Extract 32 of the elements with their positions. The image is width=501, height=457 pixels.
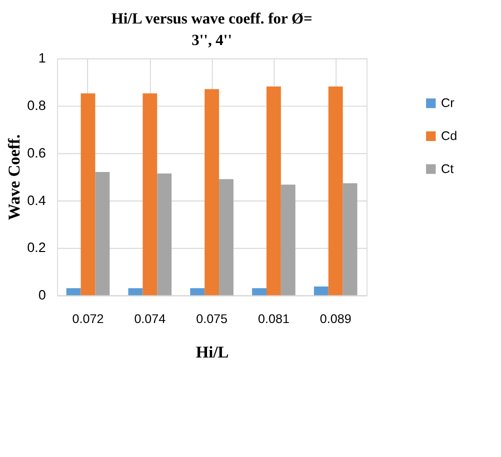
x-tick-label: 0.074 [134, 312, 166, 326]
bar [190, 288, 205, 296]
x-tick-label: 0.089 [320, 312, 352, 326]
y-tick-label: 0.6 [27, 145, 46, 160]
legend-label: Cr [441, 96, 454, 110]
legend-label: Ct [441, 162, 454, 176]
bar [219, 179, 234, 296]
bar [142, 93, 158, 296]
y-tick-label: 0.4 [27, 192, 46, 208]
x-axis-title: Hi/L [196, 342, 229, 362]
bar [66, 288, 81, 296]
bar [80, 93, 96, 296]
y-tick-label: 0 [38, 288, 46, 303]
y-axis-title: Wave Coeff. [4, 134, 24, 220]
bar [328, 86, 343, 296]
bar [157, 173, 172, 296]
y-tick-label: 1 [38, 50, 46, 66]
x-tick-label: 0.081 [258, 312, 290, 326]
y-tick-label: 0.8 [27, 98, 46, 114]
bar [204, 89, 220, 296]
bar [128, 288, 143, 296]
y-tick-label: 0.2 [27, 240, 46, 256]
x-tick-label: 0.075 [196, 312, 228, 326]
legend-label: Cd [441, 129, 458, 144]
chart-title: Hi/L versus wave coeff. for Ø= 3'', 4'' [111, 10, 312, 49]
x-tick-label: 0.072 [72, 312, 104, 326]
bar [280, 184, 296, 296]
bar [252, 288, 266, 296]
bar [314, 286, 328, 296]
bar [95, 172, 110, 296]
bar [266, 86, 281, 296]
bar [342, 183, 358, 296]
